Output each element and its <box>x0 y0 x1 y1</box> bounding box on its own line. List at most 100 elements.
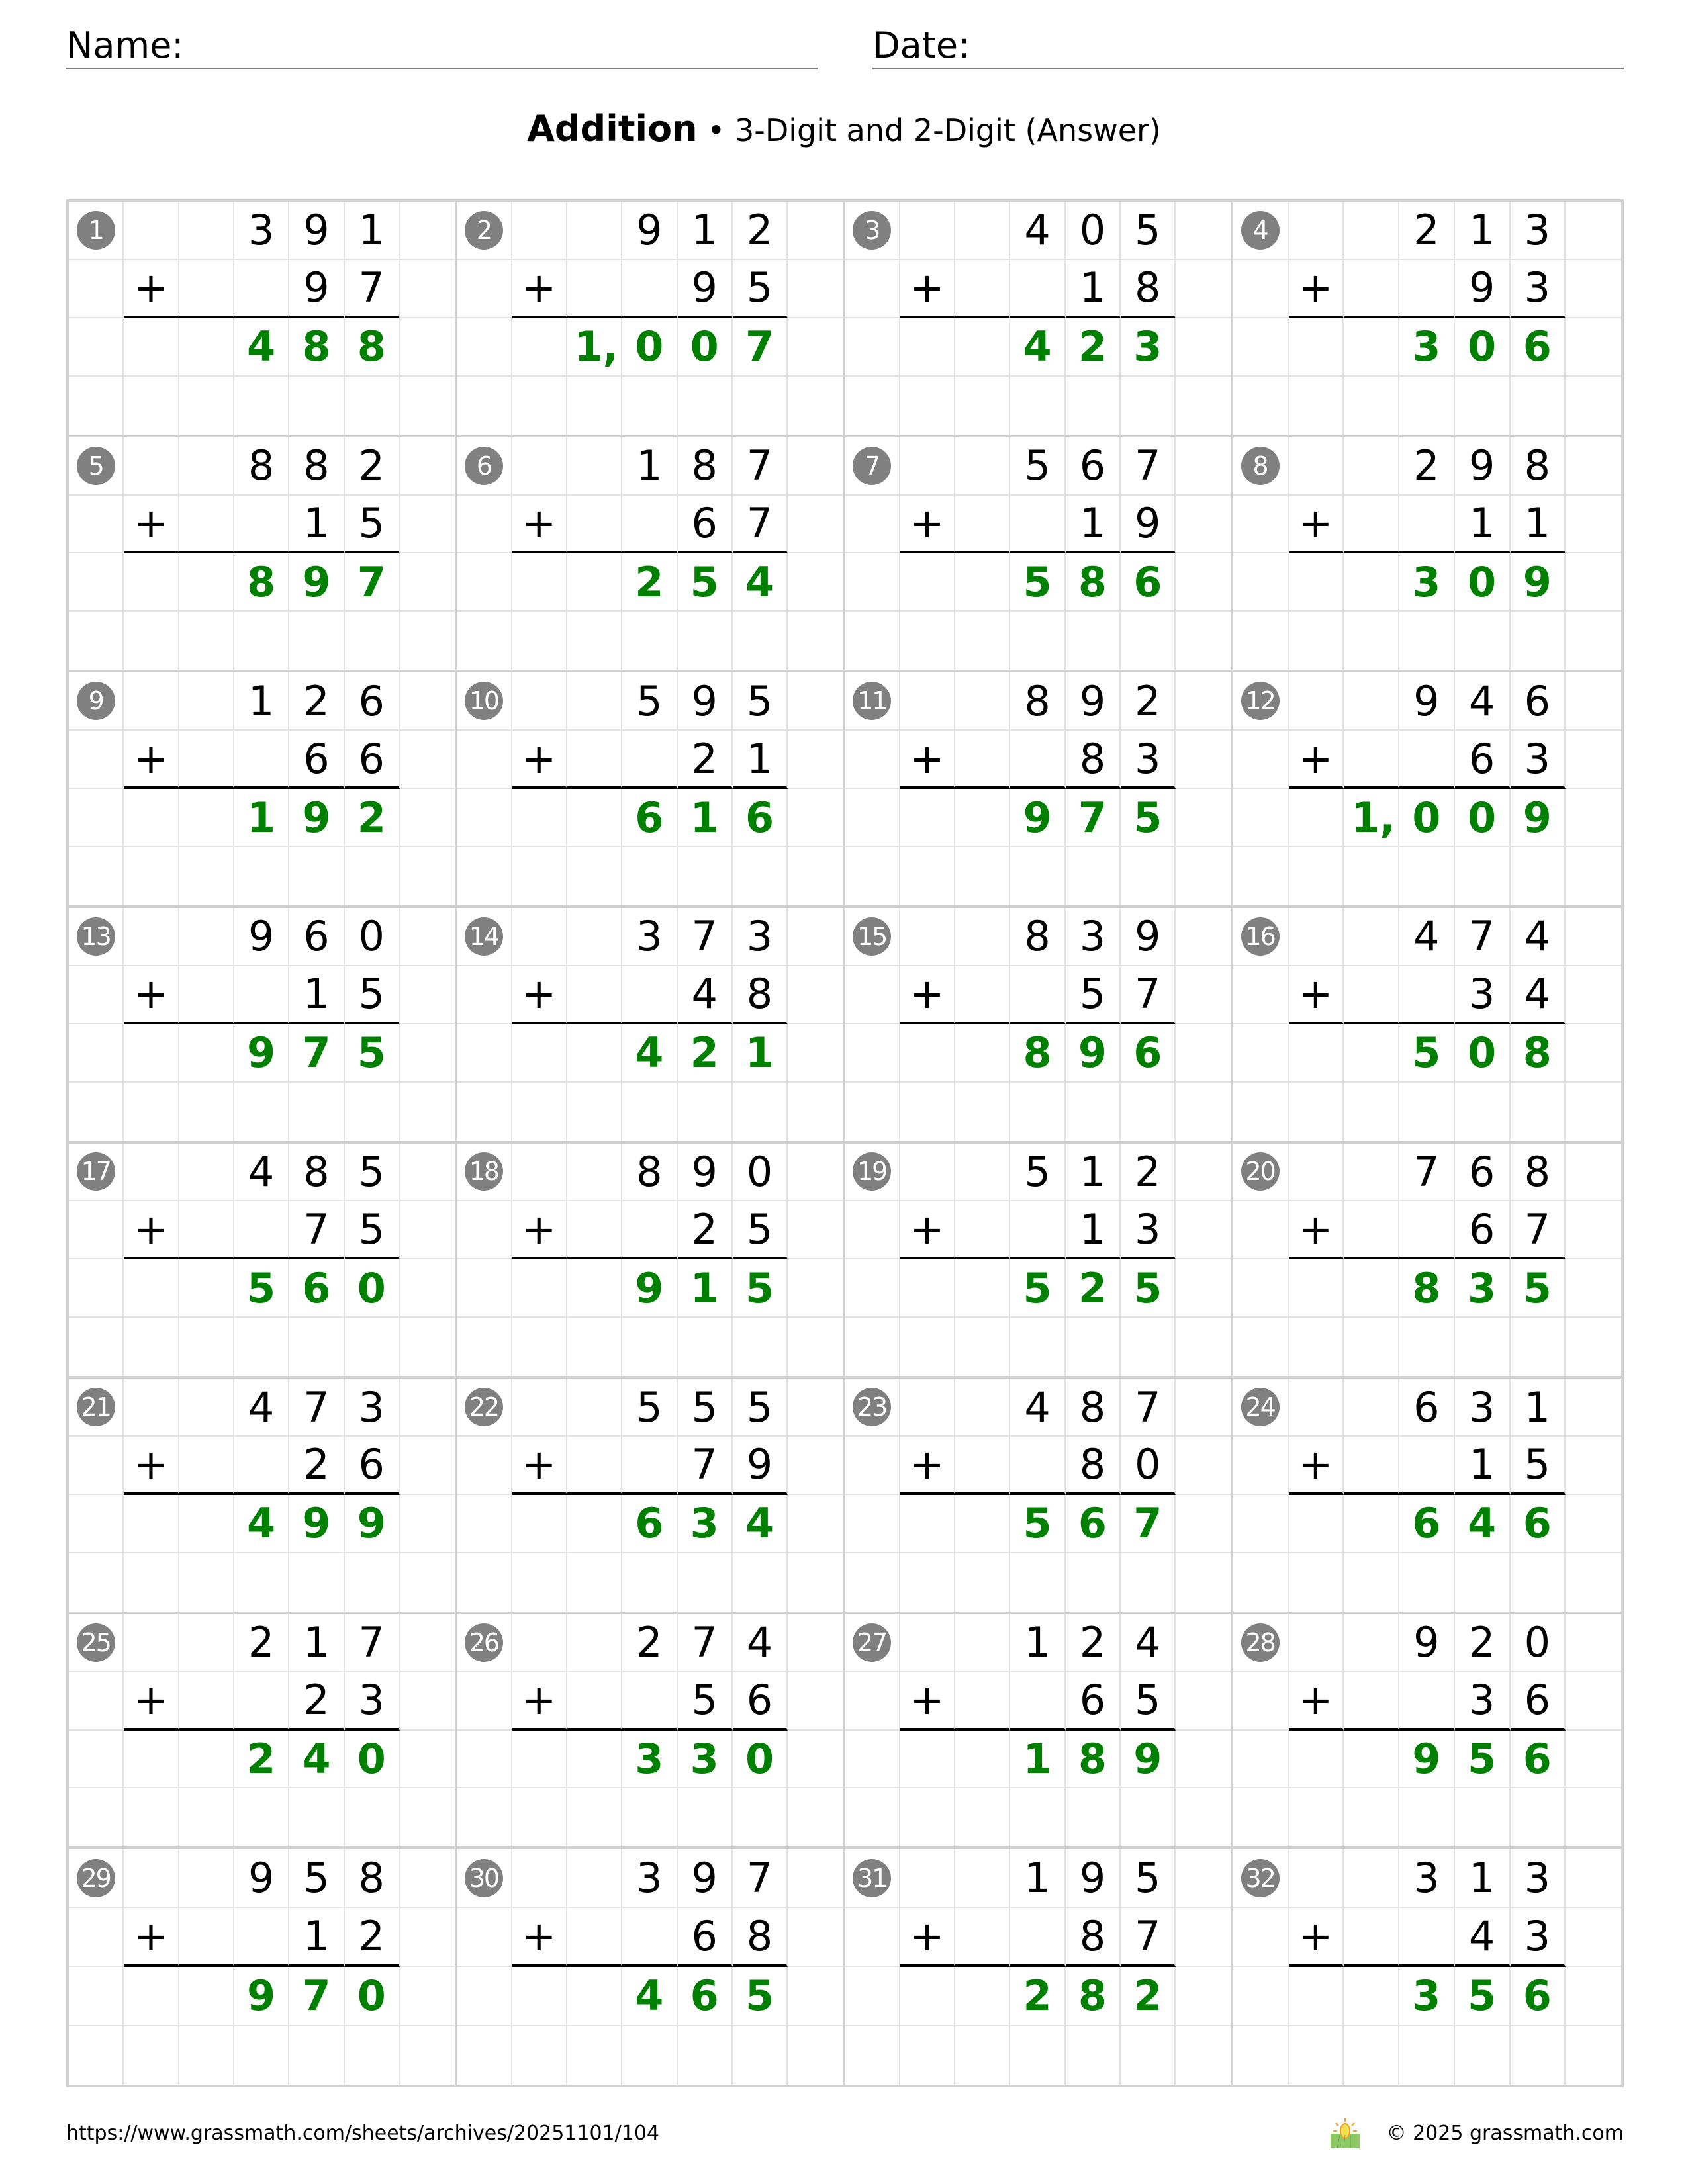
grid-cell <box>1288 202 1344 260</box>
grid-cell <box>845 612 900 670</box>
grid-cell <box>678 2026 733 2085</box>
plus-operator: + <box>512 1437 567 1495</box>
problem-number-badge: 29 <box>76 1858 115 1897</box>
grid-cell <box>1066 1553 1121 1612</box>
grid-cell <box>1399 259 1455 318</box>
grid-cell <box>1010 1553 1066 1612</box>
answer-digit: 5 <box>344 1024 400 1083</box>
grid-cell <box>399 1437 455 1495</box>
grid-cell <box>622 1082 678 1141</box>
grid-cell <box>1233 1259 1289 1318</box>
grid-cell <box>512 1730 567 1789</box>
grid-cell <box>457 789 512 847</box>
grid-cell <box>512 318 567 377</box>
grid-cell <box>1566 612 1621 670</box>
grid-cell <box>1233 495 1289 554</box>
bottom-number-digit: 2 <box>289 1437 345 1495</box>
answer-digit: 8 <box>1010 1024 1066 1083</box>
problem-11: 11 8 9 2 +8 3 9 7 5 <box>845 672 1233 908</box>
top-number-digit: 5 <box>732 1379 788 1437</box>
top-number-digit: 4 <box>234 1379 290 1437</box>
grid-cell <box>400 2026 455 2085</box>
grid-cell <box>900 1788 956 1847</box>
bottom-number-digit: 1 <box>1510 495 1566 554</box>
grid-cell <box>622 1553 678 1612</box>
problem-30: 30 3 9 7 +6 8 4 6 5 <box>457 1849 845 2085</box>
answer-digit: 3 <box>1399 1967 1455 2026</box>
answer-digit: 5 <box>1010 553 1066 612</box>
top-number-digit: 1 <box>1010 1614 1066 1672</box>
answer-digit: 8 <box>1065 553 1121 612</box>
bottom-number-digit: 6 <box>1510 1672 1566 1731</box>
name-label: Name: <box>66 24 184 66</box>
grid-cell <box>1288 1849 1344 1909</box>
grid-cell <box>400 1083 455 1141</box>
grid-cell <box>512 846 567 905</box>
grid-cell <box>845 1082 900 1141</box>
grid-cell <box>1176 1788 1231 1846</box>
problem-32: 32 3 1 3 +4 3 3 5 6 <box>1233 1849 1621 2085</box>
grid-cell <box>457 1908 512 1968</box>
grid-cell <box>788 908 843 966</box>
grid-cell <box>512 1494 567 1553</box>
grid-cell <box>788 1437 843 1495</box>
top-number-digit: 9 <box>1399 672 1455 731</box>
grid-cell <box>1233 1494 1289 1553</box>
plus-operator: + <box>1288 966 1344 1024</box>
bottom-number-digit: 3 <box>344 1672 400 1731</box>
bottom-number-digit: 6 <box>1454 731 1511 790</box>
grid-cell <box>399 1379 455 1437</box>
grid-cell <box>955 1788 1011 1847</box>
grid-cell <box>845 1201 900 1260</box>
answer-digit: 5 <box>732 1259 788 1318</box>
grid-cell <box>1233 376 1289 435</box>
top-number-digit: 3 <box>1399 1849 1455 1909</box>
grid-cell <box>399 1731 455 1789</box>
grid-cell <box>1566 1318 1621 1376</box>
grid-cell <box>1344 376 1399 435</box>
grid-cell <box>788 202 843 260</box>
top-number-digit: 3 <box>234 202 290 260</box>
grid-cell <box>399 260 455 318</box>
problem-20: 20 7 6 8 +6 7 8 3 5 <box>1233 1143 1621 1379</box>
grid-cell <box>179 1614 234 1672</box>
plus-operator: + <box>124 1201 179 1260</box>
top-number-digit: 2 <box>732 202 788 260</box>
grid-cell <box>512 1143 567 1202</box>
grid-cell <box>955 612 1011 670</box>
date-label: Date: <box>872 24 970 66</box>
grid-cell <box>955 2026 1011 2085</box>
grid-cell <box>845 1024 900 1083</box>
name-field[interactable]: Name: <box>66 24 818 69</box>
date-field[interactable]: Date: <box>872 24 1624 69</box>
grid-cell <box>900 2026 956 2085</box>
grid-cell <box>1066 1788 1121 1847</box>
answer-digit: 3 <box>622 1730 678 1789</box>
answer-digit: 6 <box>1121 553 1176 612</box>
grid-cell <box>345 376 400 435</box>
grid-cell <box>845 1908 900 1968</box>
grid-cell <box>1455 1788 1511 1847</box>
grid-cell <box>622 2026 678 2085</box>
plus-operator: + <box>124 1437 179 1495</box>
grid-cell <box>788 1672 843 1731</box>
top-number-digit: 0 <box>732 1143 788 1202</box>
grid-cell <box>179 376 234 435</box>
grid-cell <box>289 376 345 435</box>
bottom-number-digit: 8 <box>732 966 788 1024</box>
problem-22: 22 5 5 5 +7 9 6 3 4 <box>457 1379 845 1614</box>
bottom-number-digit: 9 <box>289 259 345 318</box>
grid-cell <box>1121 612 1176 670</box>
grid-cell <box>234 376 290 435</box>
grid-cell <box>1010 1437 1066 1495</box>
bottom-number-digit: 1 <box>289 495 345 554</box>
grid-cell: 6 <box>457 437 512 496</box>
top-number-digit: 9 <box>1065 672 1121 731</box>
grid-cell <box>289 1318 345 1377</box>
problem-21: 21 4 7 3 +2 6 4 9 9 <box>69 1379 457 1614</box>
top-number-digit: 3 <box>1510 202 1566 260</box>
answer-digit: 0 <box>344 1259 400 1318</box>
grid-cell <box>457 495 512 554</box>
grid-cell <box>1399 1082 1455 1141</box>
grid-cell <box>1010 1672 1066 1731</box>
